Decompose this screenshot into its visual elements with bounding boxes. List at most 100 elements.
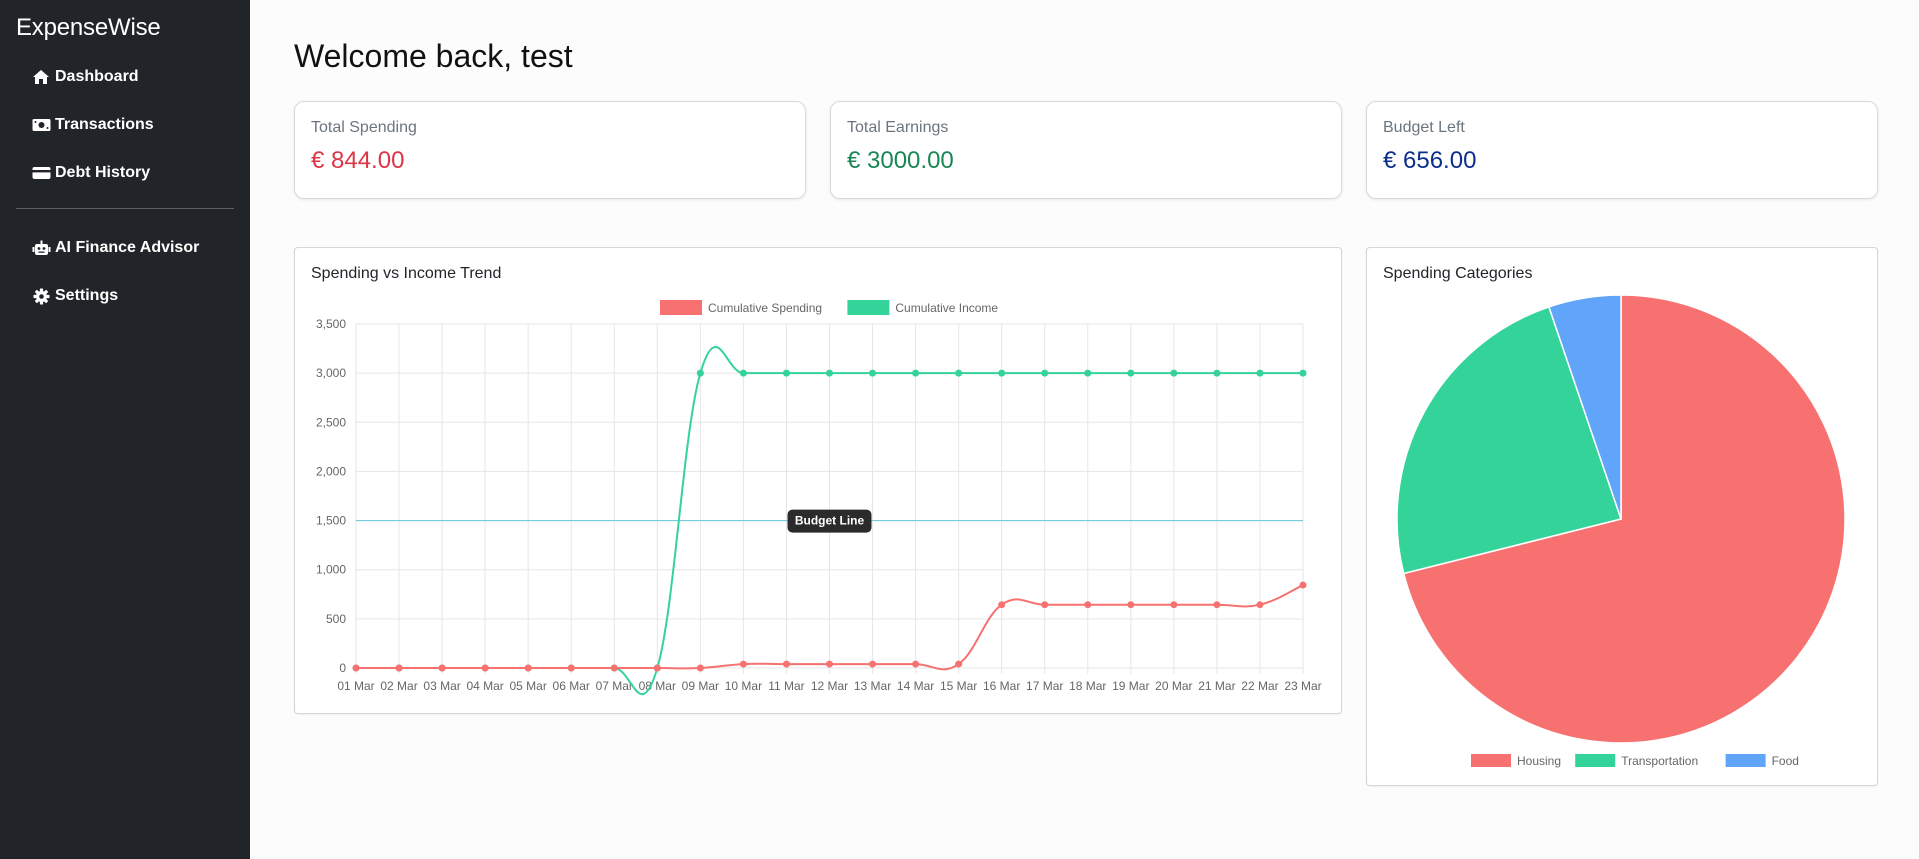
- cumulative-spending-point: [696, 664, 704, 672]
- legend-label: Food: [1772, 754, 1799, 768]
- money-bill-icon: [31, 116, 51, 134]
- cumulative-spending-point: [912, 660, 920, 668]
- legend-swatch: [1575, 754, 1616, 767]
- gear-icon: [31, 287, 51, 305]
- x-tick-label: 16 Mar: [983, 679, 1020, 693]
- stat-label: Total Spending: [311, 119, 417, 136]
- y-tick-label: 500: [326, 612, 346, 626]
- cumulative-spending-point: [438, 664, 446, 672]
- sidebar-item-debt-history[interactable]: Debt History: [16, 160, 234, 186]
- stat-value: € 656.00: [1383, 147, 1477, 174]
- x-tick-label: 15 Mar: [940, 679, 977, 693]
- cumulative-income-point: [696, 369, 704, 377]
- sidebar: ExpenseWise Dashboard Transactions Debt …: [0, 0, 250, 859]
- sidebar-item-label: Transactions: [55, 116, 154, 133]
- x-tick-label: 09 Mar: [682, 679, 719, 693]
- legend-label: Housing: [1517, 754, 1561, 768]
- sidebar-item-dashboard[interactable]: Dashboard: [16, 64, 234, 90]
- page-title: Welcome back, test: [294, 38, 573, 74]
- stat-value: € 3000.00: [847, 147, 954, 174]
- sidebar-item-settings[interactable]: Settings: [16, 283, 234, 309]
- cumulative-spending-point: [739, 660, 747, 668]
- x-tick-label: 05 Mar: [510, 679, 547, 693]
- cumulative-income-point: [782, 369, 790, 377]
- stat-value: € 844.00: [311, 147, 405, 174]
- legend-swatch: [847, 300, 890, 315]
- stat-card-total-earnings: Total Earnings € 3000.00: [830, 101, 1342, 199]
- cumulative-income-point: [1084, 369, 1092, 377]
- cumulative-spending-point: [352, 664, 360, 672]
- sidebar-divider: [16, 208, 234, 209]
- cumulative-spending-point: [869, 660, 877, 668]
- trend-chart-panel: Spending vs Income Trend 0 500 1,000 1,500 2…: [294, 247, 1342, 714]
- cumulative-income-point: [912, 369, 920, 377]
- line-chart[interactable]: 0 500 1,000 1,500 2,000 2,500 3,000 3,500 01 Mar…: [295, 248, 1341, 713]
- x-tick-label: 10 Mar: [725, 679, 762, 693]
- legend-swatch: [660, 300, 702, 315]
- cumulative-spending-point: [998, 601, 1006, 609]
- x-tick-label: 18 Mar: [1069, 679, 1106, 693]
- x-tick-label: 19 Mar: [1112, 679, 1149, 693]
- cumulative-spending-point: [481, 664, 489, 672]
- cumulative-income-point: [1127, 369, 1135, 377]
- cumulative-income-point: [1041, 369, 1049, 377]
- stat-label: Budget Left: [1383, 119, 1465, 136]
- cumulative-spending-point: [1127, 601, 1135, 609]
- cumulative-spending-point: [782, 660, 790, 668]
- stat-card-budget-left: Budget Left € 656.00: [1366, 101, 1878, 199]
- home-icon: [31, 68, 51, 86]
- cumulative-income-point: [739, 369, 747, 377]
- pie-slice-transportation: [1396, 305, 1622, 575]
- y-tick-label: 1,500: [316, 514, 346, 528]
- cumulative-spending-point: [826, 660, 833, 668]
- pie-slice-food: [1547, 294, 1622, 520]
- legend-label: Cumulative Spending: [708, 301, 822, 315]
- x-tick-label: 23 Mar: [1284, 679, 1321, 693]
- cumulative-income-point: [1299, 369, 1307, 377]
- cumulative-spending-point: [1170, 601, 1178, 609]
- categories-chart-panel: Spending Categories Housing Transportatio…: [1366, 247, 1878, 786]
- cumulative-spending-point: [524, 664, 532, 672]
- cumulative-spending-point: [1041, 601, 1049, 609]
- cumulative-spending-point: [1299, 581, 1307, 589]
- y-tick-label: 1,000: [316, 563, 346, 577]
- cumulative-spending-point: [610, 664, 618, 672]
- sidebar-item-ai-finance-advisor[interactable]: AI Finance Advisor: [16, 235, 234, 261]
- sidebar-item-label: AI Finance Advisor: [55, 239, 200, 256]
- legend-label: Cumulative Income: [895, 301, 998, 315]
- x-tick-label: 02 Mar: [380, 679, 417, 693]
- x-tick-label: 13 Mar: [854, 679, 891, 693]
- pie-slice-housing: [1402, 294, 1846, 744]
- cumulative-spending-point: [567, 664, 575, 672]
- robot-icon: [31, 239, 51, 257]
- panel-title: Spending Categories: [1383, 265, 1533, 282]
- y-tick-label: 2,000: [316, 464, 346, 478]
- budget-line-badge: [787, 509, 872, 533]
- legend-swatch: [1471, 754, 1511, 767]
- cumulative-income-point: [869, 369, 877, 377]
- cumulative-spending-point: [653, 664, 661, 672]
- y-tick-label: 3,500: [316, 317, 346, 331]
- x-tick-label: 22 Mar: [1241, 679, 1278, 693]
- x-tick-label: 03 Mar: [423, 679, 460, 693]
- credit-card-icon: [31, 164, 51, 182]
- legend-label: Transportation: [1621, 754, 1698, 768]
- cumulative-income-point: [1256, 369, 1264, 377]
- sidebar-item-transactions[interactable]: Transactions: [16, 112, 234, 138]
- stat-card-total-spending: Total Spending € 844.00: [294, 101, 806, 199]
- sidebar-item-label: Debt History: [55, 164, 151, 181]
- brand-title[interactable]: ExpenseWise: [16, 14, 161, 41]
- pie-chart[interactable]: Housing Transportation Food: [1367, 248, 1877, 785]
- cumulative-income-point: [1213, 369, 1221, 377]
- y-tick-label: 0: [339, 661, 346, 675]
- x-tick-label: 07 Mar: [596, 679, 633, 693]
- x-tick-label: 21 Mar: [1198, 679, 1235, 693]
- x-tick-label: 17 Mar: [1026, 679, 1063, 693]
- x-tick-label: 12 Mar: [811, 679, 848, 693]
- sidebar-item-label: Settings: [55, 287, 119, 304]
- panel-title: Spending vs Income Trend: [311, 265, 502, 282]
- cumulative-spending-point: [1256, 601, 1264, 609]
- stat-label: Total Earnings: [847, 119, 949, 136]
- x-tick-label: 06 Mar: [553, 679, 590, 693]
- sidebar-item-label: Dashboard: [55, 68, 139, 85]
